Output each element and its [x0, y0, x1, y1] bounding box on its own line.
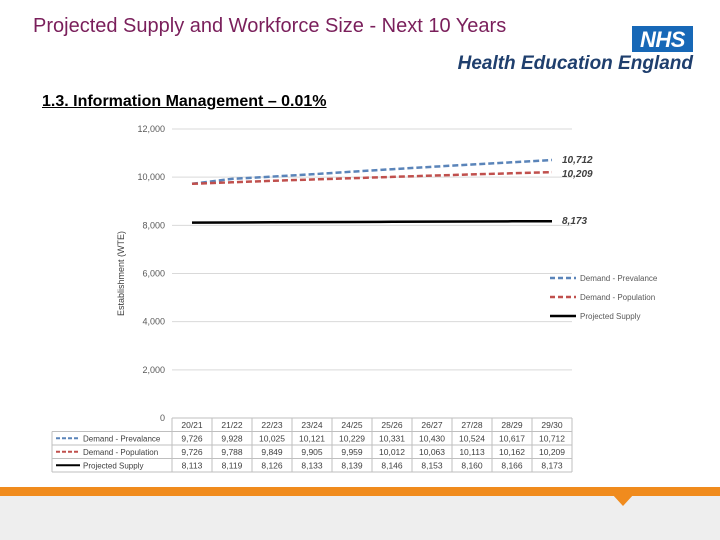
table-cell: 9,959: [341, 447, 363, 457]
y-tick-label: 8,000: [142, 220, 165, 230]
nhs-logo: NHS: [632, 26, 693, 52]
table-cell: 8,113: [182, 460, 203, 470]
table-cell: 10,209: [539, 447, 565, 457]
table-cell: 10,121: [299, 433, 325, 443]
table-cell: 8,146: [381, 460, 403, 470]
series-end-label: 10,209: [562, 169, 593, 180]
series-line-2: [191, 219, 553, 224]
table-row-label: Projected Supply: [83, 461, 143, 470]
category-label: 20/21: [181, 420, 203, 430]
y-tick-label: 2,000: [142, 365, 165, 375]
table-cell: 10,524: [459, 433, 485, 443]
org-name: Health Education England: [457, 53, 693, 74]
table-cell: 10,430: [419, 433, 445, 443]
section-heading: 1.3. Information Management – 0.01%: [42, 93, 327, 110]
category-label: 23/24: [301, 420, 323, 430]
table-cell: 8,153: [421, 460, 443, 470]
table-cell: 9,788: [221, 447, 243, 457]
table-cell: 8,160: [461, 460, 483, 470]
table-cell: 10,012: [379, 447, 405, 457]
table-row-label: Demand - Prevalance: [83, 434, 161, 443]
nhs-logo-text: NHS: [640, 27, 685, 52]
table-cell: 9,905: [301, 447, 323, 457]
footer-area: [0, 496, 720, 540]
footer-bar: [0, 487, 720, 496]
table-cell: 8,119: [222, 460, 243, 470]
slide-title: Projected Supply and Workforce Size - Ne…: [33, 15, 507, 37]
footer-notch: [612, 494, 634, 506]
table-cell: 9,849: [261, 447, 283, 457]
table-row-label: Demand - Population: [83, 448, 158, 457]
table-cell: 10,331: [379, 433, 405, 443]
table-cell: 8,166: [501, 460, 523, 470]
category-label: 26/27: [421, 420, 443, 430]
series-line-1: [191, 170, 553, 186]
y-tick-label: 0: [160, 413, 165, 423]
table-cell: 10,113: [459, 447, 485, 457]
category-label: 22/23: [261, 420, 283, 430]
category-label: 29/30: [541, 420, 563, 430]
category-label: 24/25: [341, 420, 363, 430]
table-cell: 8,133: [301, 460, 323, 470]
y-tick-label: 10,000: [137, 172, 165, 182]
series-end-label: 10,712: [562, 155, 593, 166]
table-cell: 10,617: [499, 433, 525, 443]
category-label: 27/28: [461, 420, 483, 430]
y-tick-label: 12,000: [137, 124, 165, 134]
table-cell: 8,173: [541, 460, 563, 470]
category-label: 28/29: [501, 420, 523, 430]
series-line-0: [191, 158, 553, 186]
table-cell: 9,726: [181, 447, 203, 457]
table-cell: 9,928: [221, 433, 243, 443]
table-cell: 8,139: [341, 460, 363, 470]
table-cell: 10,229: [339, 433, 365, 443]
category-label: 21/22: [221, 420, 243, 430]
y-tick-label: 6,000: [142, 269, 165, 279]
y-tick-label: 4,000: [142, 317, 165, 327]
category-label: 25/26: [381, 420, 403, 430]
table-cell: 10,162: [499, 447, 525, 457]
legend-label: Demand - Population: [580, 293, 655, 302]
table-cell: 10,712: [539, 433, 565, 443]
table-cell: 10,025: [259, 433, 285, 443]
table-cell: 8,126: [261, 460, 283, 470]
series-end-label: 8,173: [562, 216, 587, 227]
legend-label: Demand - Prevalance: [580, 274, 658, 283]
legend-label: Projected Supply: [580, 312, 640, 321]
y-axis-label: Establishment (WTE): [116, 231, 126, 316]
table-cell: 10,063: [419, 447, 445, 457]
table-cell: 9,726: [181, 433, 203, 443]
